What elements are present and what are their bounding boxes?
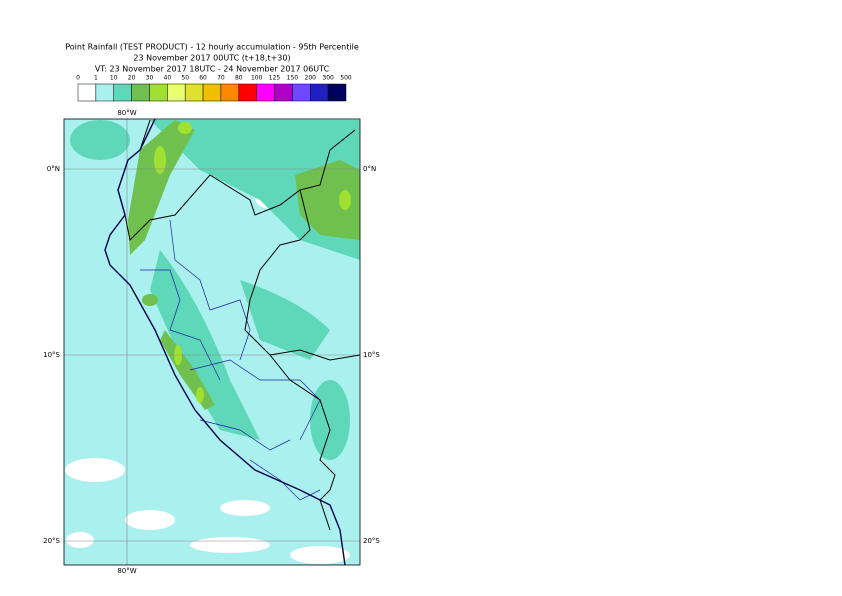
colorbar-swatch: [292, 83, 311, 102]
colorbar-swatch: [310, 83, 329, 102]
lat-label: 0°N: [363, 165, 376, 173]
colorbar-label: 70: [217, 75, 225, 82]
colorbar: 0 1 10 20 30 40 50 60 70 80 100 125 150 200 300 500: [76, 75, 352, 102]
title-line: 23 November 2017 00UTC (t+18,t+30): [133, 54, 290, 63]
colorbar-label: 40: [164, 75, 172, 82]
colorbar-label: 100: [251, 75, 263, 82]
colorbar-label: 20: [128, 75, 136, 82]
colorbar-label: 60: [199, 75, 207, 82]
lon-label: 80°W: [117, 567, 136, 575]
colorbar-label: 300: [322, 75, 334, 82]
map: [64, 119, 360, 565]
lat-label: 0°N: [47, 165, 60, 173]
map-frame: [63, 118, 361, 566]
colorbar-swatch: [256, 83, 275, 102]
colorbar-label: 80: [235, 75, 243, 82]
colorbar-label: 125: [269, 75, 281, 82]
lat-label: 10°S: [363, 351, 380, 359]
colorbar-label: 150: [287, 75, 299, 82]
colorbar-swatch: [131, 83, 150, 102]
colorbar-swatch: [149, 83, 168, 102]
colorbar-swatch: [167, 83, 186, 102]
colorbar-label: 500: [340, 75, 352, 82]
colorbar-swatch: [274, 83, 293, 102]
colorbar-swatch: [220, 83, 240, 102]
colorbar-swatch: [202, 83, 222, 102]
title-line: VT: 23 November 2017 18UTC - 24 November…: [95, 65, 330, 74]
colorbar-swatch: [327, 83, 347, 102]
colorbar-label: 50: [181, 75, 189, 82]
lat-label: 20°S: [363, 537, 380, 545]
colorbar-label: 30: [146, 75, 154, 82]
colorbar-swatch: [238, 83, 257, 102]
lon-label: 80°W: [117, 109, 136, 117]
colorbar-swatch: [113, 83, 132, 102]
colorbar-label: 1: [94, 75, 98, 82]
lat-label: 20°S: [43, 537, 60, 545]
title-line: Point Rainfall (TEST PRODUCT) - 12 hourl…: [65, 43, 359, 52]
colorbar-label: 10: [110, 75, 118, 82]
colorbar-swatch: [95, 83, 114, 102]
lat-label: 10°S: [43, 351, 60, 359]
colorbar-swatch: [77, 83, 97, 102]
colorbar-swatch: [184, 83, 204, 102]
colorbar-label: 200: [305, 75, 317, 82]
colorbar-label: 0: [76, 75, 80, 82]
